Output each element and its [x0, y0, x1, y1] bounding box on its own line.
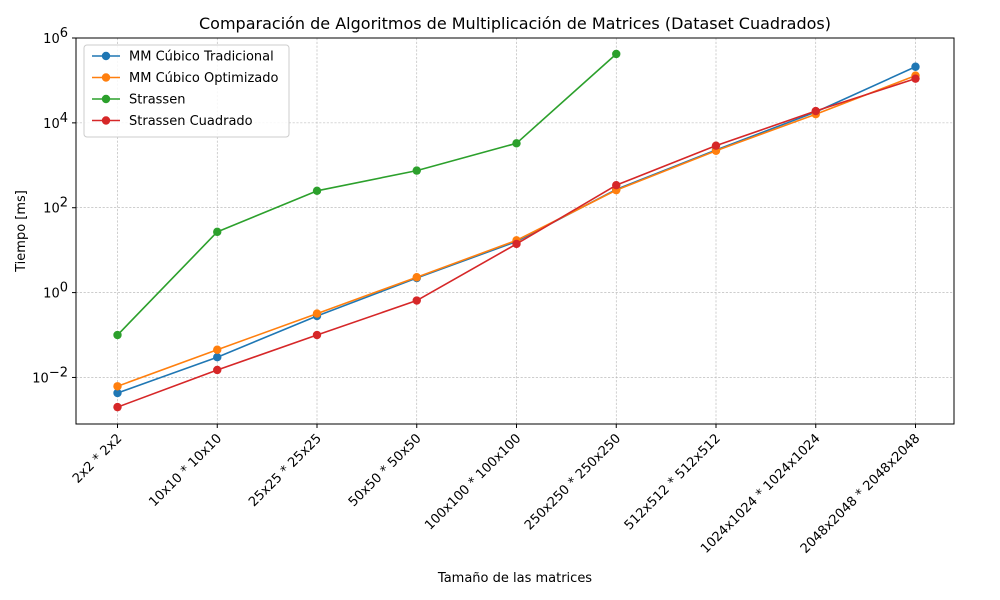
data-point	[512, 239, 521, 249]
data-point	[113, 402, 122, 412]
data-point	[213, 345, 222, 354]
x-axis-title: Tamaño de las matrices	[437, 571, 592, 586]
y-tick-label: −210	[32, 365, 68, 386]
y-tick-base: 10	[43, 202, 60, 217]
data-point	[312, 330, 322, 340]
y-tick-base: 10	[43, 117, 60, 132]
series-2	[113, 49, 621, 340]
legend-label: Strassen Cuadrado	[129, 114, 253, 129]
legend-box	[83, 44, 290, 138]
data-point	[113, 382, 122, 391]
data-point	[811, 106, 820, 116]
y-tick-label: 610	[43, 26, 68, 47]
x-tick-label: 25x25 * 25x25	[246, 431, 325, 510]
legend-label: Strassen	[129, 93, 185, 108]
legend-item: MM Cúbico Optimizado	[92, 71, 278, 86]
y-tick-exponent: −2	[49, 365, 68, 380]
x-tick-label: 50x50 * 50x50	[346, 431, 425, 510]
legend-marker	[101, 51, 111, 61]
legend-label: MM Cúbico Tradicional	[129, 50, 274, 65]
data-point	[412, 166, 421, 175]
legend-item: MM Cúbico Tradicional	[92, 50, 274, 65]
x-tick-label: 10x10 * 10x10	[146, 431, 225, 510]
data-point	[113, 388, 122, 398]
x-tick-label: 250x250 * 250x250	[522, 431, 624, 533]
chart-title: Comparación de Algoritmos de Multiplicac…	[199, 14, 831, 33]
y-axis-title: Tiempo [ms]	[14, 190, 29, 273]
legend: MM Cúbico Tradicional MM Cúbico Optimizad…	[83, 44, 290, 138]
y-tick-base: 10	[43, 287, 60, 302]
data-point	[512, 139, 521, 148]
y-tick-base: 10	[43, 32, 60, 47]
x-tick-label: 512x512 * 512x512	[622, 431, 724, 533]
data-point	[213, 227, 222, 237]
x-axis: 2x2 * 2x2 10x10 * 10x10 25x25 * 25x25 50x50…	[70, 424, 923, 557]
data-point	[911, 62, 920, 71]
legend-marker	[101, 116, 111, 125]
data-point	[113, 330, 122, 340]
y-tick-exponent: 0	[60, 281, 68, 296]
legend-marker	[101, 94, 111, 104]
legend-item: Strassen	[92, 93, 185, 108]
data-point	[612, 180, 621, 190]
data-point	[312, 186, 322, 196]
data-point	[612, 49, 621, 59]
plot-frame	[75, 37, 955, 425]
series-line	[116, 53, 617, 336]
legend-marker	[101, 73, 111, 82]
data-point	[213, 365, 222, 375]
data-point	[711, 141, 721, 150]
y-tick-exponent: 4	[60, 111, 68, 126]
x-tick-label: 100x100 * 100x100	[422, 431, 524, 533]
data-point	[911, 74, 920, 83]
y-tick-base: 10	[32, 371, 49, 386]
y-tick-exponent: 6	[60, 26, 68, 41]
data-point	[312, 309, 322, 318]
series-group	[113, 49, 920, 412]
data-point	[412, 296, 421, 305]
data-point	[213, 353, 222, 362]
y-tick-label: 210	[43, 196, 68, 217]
y-tick-exponent: 2	[60, 196, 68, 211]
y-tick-label: 010	[43, 281, 68, 302]
data-point	[412, 273, 421, 282]
legend-label: MM Cúbico Optimizado	[129, 71, 278, 86]
series-3	[113, 74, 920, 412]
legend-item: Strassen Cuadrado	[92, 114, 253, 129]
y-tick-label: 410	[43, 111, 68, 132]
x-tick-label: 2048x2048 * 2048x2048	[798, 431, 924, 557]
x-tick-label: 2x2 * 2x2	[70, 431, 125, 486]
